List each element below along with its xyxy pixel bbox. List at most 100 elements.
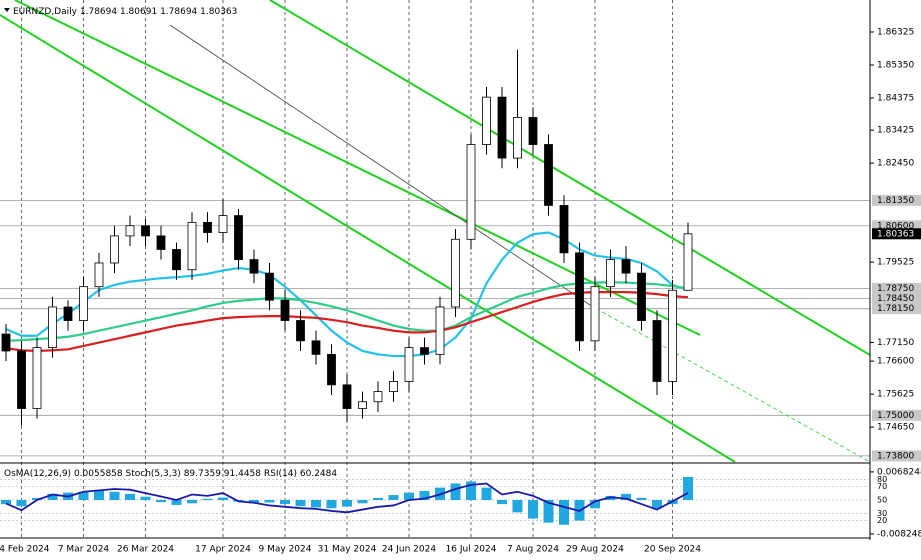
- menu-arrow[interactable]: [4, 8, 10, 12]
- candle-body: [559, 205, 569, 254]
- osma-bar: [187, 500, 197, 504]
- level-label: 1.81350: [877, 196, 914, 206]
- level-label: 1.78450: [877, 294, 914, 304]
- candle-body: [94, 262, 104, 288]
- candle-body: [1, 333, 11, 352]
- osma-bar: [559, 500, 569, 525]
- moving-average: [5, 281, 689, 342]
- osma-bar: [295, 500, 306, 507]
- y-tick-label: 1.83425: [877, 126, 914, 136]
- level-label-bg: [872, 194, 921, 206]
- osma-bar: [497, 500, 507, 505]
- x-tick-label: 16 Jul 2024: [446, 545, 497, 555]
- candle-body: [265, 272, 274, 301]
- osma-bar: [590, 500, 600, 509]
- candle-body: [513, 117, 522, 159]
- osma-bar: [202, 498, 213, 501]
- candle-body: [249, 259, 259, 274]
- level-label: 1.73800: [877, 451, 914, 461]
- level-label-bg: [872, 303, 921, 315]
- candle-body: [342, 384, 352, 409]
- osma-bar: [683, 477, 693, 501]
- channel-line: [14, 0, 701, 336]
- candle-body: [420, 347, 429, 355]
- osma-bar: [218, 497, 228, 501]
- osma-bar: [466, 481, 476, 501]
- level-label-bg: [872, 282, 921, 294]
- level-label: 1.80600: [877, 221, 914, 231]
- osma-bar: [280, 500, 290, 505]
- candle-body: [668, 289, 677, 382]
- candle-body: [683, 233, 693, 291]
- candle-body: [63, 306, 73, 321]
- rsi-tick-label: 30: [877, 509, 887, 518]
- y-tick-label: 1.84375: [877, 93, 914, 103]
- osma-bar: [373, 497, 383, 501]
- level-label-bg: [872, 409, 921, 421]
- candle-body: [435, 306, 445, 355]
- rsi-tick-label: 80: [877, 475, 887, 484]
- candle-body: [358, 401, 367, 409]
- y-tick-label: 1.82450: [877, 159, 914, 169]
- y-tick-label: 1.85350: [877, 60, 914, 70]
- osma-tick-label: -0.008248: [877, 529, 921, 539]
- osma-bar: [636, 497, 647, 501]
- x-tick-label: 31 May 2024: [318, 545, 377, 555]
- osma-tick-label: 0.0068248: [877, 467, 921, 477]
- osma-bar: [1, 500, 11, 505]
- level-label-bg: [872, 450, 921, 462]
- candle-body: [156, 235, 166, 250]
- rsi-line: [5, 482, 689, 514]
- trend-line: [589, 304, 871, 463]
- moving-average: [5, 290, 689, 353]
- candle-body: [48, 306, 57, 349]
- osma-bar: [481, 487, 492, 501]
- candle-body: [575, 252, 584, 342]
- candle-body: [296, 320, 305, 342]
- osma-bar: [652, 500, 662, 509]
- candle-body: [187, 221, 197, 271]
- osma-bar: [388, 495, 399, 501]
- candle-body: [203, 221, 212, 233]
- candle-body: [544, 144, 553, 206]
- candle-body: [482, 96, 491, 145]
- osma-bar: [342, 500, 352, 507]
- rsi-tick-label: 50: [877, 495, 887, 504]
- candle-body: [79, 286, 88, 321]
- candle-body: [172, 249, 181, 271]
- candle-body: [389, 381, 398, 393]
- candle-body: [280, 299, 290, 321]
- candle-body: [637, 272, 646, 321]
- rsi-tick-label: 20: [877, 516, 887, 525]
- osma-bar: [512, 500, 523, 513]
- osma-bar: [326, 500, 337, 509]
- candle-body: [110, 235, 119, 264]
- candle-body: [218, 215, 228, 233]
- x-tick-label: 7 Mar 2024: [58, 545, 110, 555]
- y-tick-label: 1.79525: [877, 258, 914, 268]
- osma-bar: [16, 500, 27, 507]
- y-tick-label: 1.76600: [877, 357, 914, 367]
- last-price-bg: [872, 228, 921, 240]
- osma-bar: [78, 491, 89, 501]
- candle-body: [528, 117, 538, 145]
- level-label-bg: [872, 220, 921, 232]
- osma-bar: [249, 500, 259, 504]
- candle-body: [497, 96, 507, 159]
- x-tick-label: 20 Sep 2024: [644, 545, 701, 555]
- y-tick-label: 1.86325: [877, 27, 914, 37]
- osma-bar: [311, 500, 321, 508]
- candle-body: [32, 347, 42, 409]
- candle-body: [652, 320, 662, 382]
- osma-bar: [47, 493, 58, 501]
- osma-bar: [156, 500, 166, 503]
- candle-body: [17, 350, 26, 409]
- channel-line: [0, 14, 736, 463]
- x-tick-label: 7 Aug 2024: [507, 545, 559, 555]
- chart-title: EURNZD,Daily 1.78694 1.80691 1.78694 1.8…: [13, 7, 237, 17]
- osma-bar: [94, 490, 104, 501]
- last-price-label: 1.80363: [877, 229, 914, 239]
- x-tick-label: 29 Aug 2024: [566, 545, 624, 555]
- osma-bar: [543, 500, 554, 523]
